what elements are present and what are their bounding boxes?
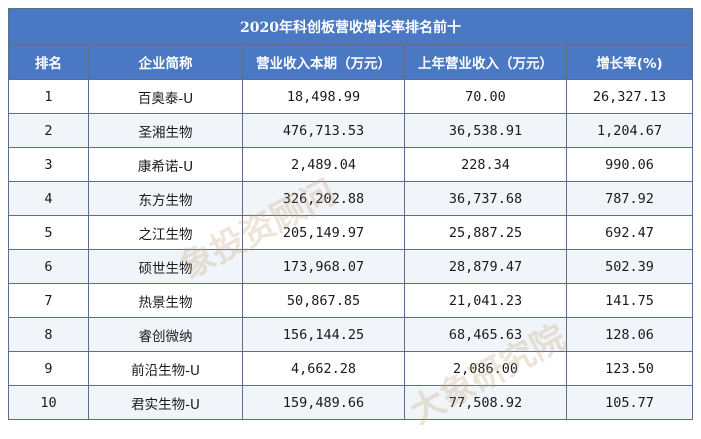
header-revenue-current: 营业收入本期（万元）	[242, 44, 405, 80]
cell-revenue-last-year: 2,086.00	[404, 351, 567, 386]
cell-revenue-current: 476,713.53	[242, 113, 405, 148]
header-rank: 排名	[8, 44, 89, 80]
cell-revenue-last-year: 28,879.47	[404, 249, 567, 284]
cell-growth-rate: 128.06	[565, 317, 694, 352]
cell-growth-rate: 1,204.67	[565, 113, 694, 148]
cell-growth-rate: 26,327.13	[565, 79, 694, 114]
cell-rank: 9	[8, 351, 89, 386]
table-title: 2020年科创板营收增长率排名前十	[7, 8, 694, 45]
cell-rank: 8	[8, 317, 89, 352]
cell-revenue-last-year: 25,887.25	[404, 215, 567, 250]
cell-company: 康希诺-U	[88, 147, 243, 182]
cell-revenue-last-year: 77,508.92	[404, 385, 567, 420]
cell-company: 硕世生物	[88, 249, 243, 284]
table-row: 6 硕世生物 173,968.07 28,879.47 502.39	[8, 249, 694, 284]
cell-rank: 3	[8, 147, 89, 182]
cell-rank: 10	[8, 385, 89, 420]
cell-revenue-current: 159,489.66	[242, 385, 405, 420]
table-row: 9 前沿生物-U 4,662.28 2,086.00 123.50	[8, 351, 694, 386]
cell-company: 热景生物	[88, 283, 243, 318]
cell-revenue-last-year: 228.34	[404, 147, 567, 182]
cell-revenue-last-year: 70.00	[404, 79, 567, 114]
cell-growth-rate: 105.77	[565, 385, 694, 420]
cell-revenue-last-year: 68,465.63	[404, 317, 567, 352]
table-row: 3 康希诺-U 2,489.04 228.34 990.06	[8, 147, 694, 182]
cell-revenue-current: 173,968.07	[242, 249, 405, 284]
cell-company: 前沿生物-U	[88, 351, 243, 386]
cell-revenue-current: 4,662.28	[242, 351, 405, 386]
cell-growth-rate: 141.75	[565, 283, 694, 318]
header-company: 企业简称	[88, 44, 243, 80]
header-growth-rate: 增长率(%)	[565, 44, 694, 80]
cell-rank: 4	[8, 181, 89, 216]
cell-revenue-current: 156,144.25	[242, 317, 405, 352]
cell-revenue-current: 205,149.97	[242, 215, 405, 250]
cell-rank: 7	[8, 283, 89, 318]
table-title-row: 2020年科创板营收增长率排名前十	[7, 8, 694, 45]
cell-growth-rate: 692.47	[565, 215, 694, 250]
cell-rank: 2	[8, 113, 89, 148]
table-body: 1 百奥泰-U 18,498.99 70.00 26,327.13 2 圣湘生物…	[8, 79, 694, 420]
cell-growth-rate: 123.50	[565, 351, 694, 386]
cell-rank: 1	[8, 79, 89, 114]
table-row: 2 圣湘生物 476,713.53 36,538.91 1,204.67	[8, 113, 694, 148]
cell-company: 君实生物-U	[88, 385, 243, 420]
cell-rank: 5	[8, 215, 89, 250]
table-row: 4 东方生物 326,202.88 36,737.68 787.92	[8, 181, 694, 216]
table-row: 10 君实生物-U 159,489.66 77,508.92 105.77	[8, 385, 694, 420]
table-row: 5 之江生物 205,149.97 25,887.25 692.47	[8, 215, 694, 250]
table-row: 1 百奥泰-U 18,498.99 70.00 26,327.13	[8, 79, 694, 114]
table-row: 7 热景生物 50,867.85 21,041.23 141.75	[8, 283, 694, 318]
cell-rank: 6	[8, 249, 89, 284]
ranking-table-container: 2020年科创板营收增长率排名前十 排名 企业简称 营业收入本期（万元） 上年营…	[7, 8, 694, 420]
cell-company: 圣湘生物	[88, 113, 243, 148]
cell-revenue-current: 326,202.88	[242, 181, 405, 216]
cell-company: 东方生物	[88, 181, 243, 216]
cell-revenue-current: 18,498.99	[242, 79, 405, 114]
cell-company: 百奥泰-U	[88, 79, 243, 114]
cell-growth-rate: 990.06	[565, 147, 694, 182]
cell-growth-rate: 787.92	[565, 181, 694, 216]
header-revenue-last-year: 上年营业收入（万元）	[404, 44, 567, 80]
cell-revenue-last-year: 36,737.68	[404, 181, 567, 216]
table-row: 8 睿创微纳 156,144.25 68,465.63 128.06	[8, 317, 694, 352]
cell-company: 睿创微纳	[88, 317, 243, 352]
table-header-row: 排名 企业简称 营业收入本期（万元） 上年营业收入（万元） 增长率(%)	[8, 44, 694, 80]
cell-revenue-last-year: 21,041.23	[404, 283, 567, 318]
cell-revenue-current: 50,867.85	[242, 283, 405, 318]
cell-company: 之江生物	[88, 215, 243, 250]
cell-revenue-last-year: 36,538.91	[404, 113, 567, 148]
cell-revenue-current: 2,489.04	[242, 147, 405, 182]
cell-growth-rate: 502.39	[565, 249, 694, 284]
revenue-growth-ranking-table: 2020年科创板营收增长率排名前十 排名 企业简称 营业收入本期（万元） 上年营…	[7, 8, 694, 420]
